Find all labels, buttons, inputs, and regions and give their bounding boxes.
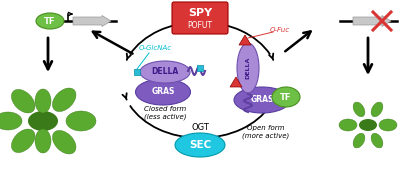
Text: TF: TF [280,93,292,102]
Text: O-Fuc: O-Fuc [270,27,290,33]
Ellipse shape [136,79,190,105]
Ellipse shape [140,61,190,83]
Polygon shape [230,77,242,87]
Ellipse shape [52,88,76,112]
Text: Open form
(more active): Open form (more active) [242,125,290,139]
Text: O-GlcNAc: O-GlcNAc [138,45,172,51]
Text: DELLA: DELLA [246,57,250,79]
Polygon shape [239,35,251,45]
Ellipse shape [12,129,35,153]
FancyArrow shape [353,16,391,26]
Ellipse shape [359,119,377,131]
Bar [134,69,140,75]
Ellipse shape [353,133,365,148]
FancyBboxPatch shape [172,2,228,34]
Text: POFUT: POFUT [188,20,212,30]
Ellipse shape [175,133,225,157]
Ellipse shape [353,102,365,117]
Text: DELLA: DELLA [151,67,179,76]
Ellipse shape [379,119,397,131]
Ellipse shape [272,87,300,107]
Ellipse shape [52,130,76,154]
Text: OGT: OGT [191,122,209,131]
Ellipse shape [234,87,290,113]
Ellipse shape [35,89,51,113]
Text: SEC: SEC [189,140,211,150]
Ellipse shape [237,43,259,93]
Ellipse shape [339,119,357,131]
Text: TF: TF [44,16,56,25]
Ellipse shape [0,112,22,130]
Ellipse shape [35,129,51,153]
Ellipse shape [28,111,58,131]
Ellipse shape [12,89,35,113]
Bar [197,65,203,71]
Text: Closed form
(less active): Closed form (less active) [144,106,186,120]
Text: SPY: SPY [188,8,212,18]
Ellipse shape [66,111,96,131]
FancyArrow shape [73,16,111,26]
Text: GRAS: GRAS [151,88,175,97]
Ellipse shape [371,133,383,148]
Ellipse shape [371,102,383,117]
Text: GRAS: GRAS [250,95,274,104]
Ellipse shape [36,13,64,29]
